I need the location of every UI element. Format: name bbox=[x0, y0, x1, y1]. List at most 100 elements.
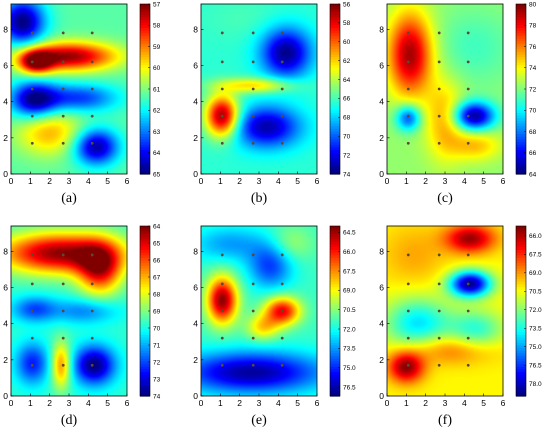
colorbar-tick-label: 67.5 bbox=[529, 252, 542, 259]
colorbar-segment bbox=[140, 292, 150, 296]
colorbar-segment bbox=[330, 96, 340, 101]
colorbar-segment bbox=[140, 49, 150, 53]
colorbar-segment bbox=[516, 107, 526, 111]
colorbar-segment bbox=[140, 239, 150, 243]
colorbar-segment bbox=[330, 144, 340, 149]
colorbar-tick-label: 72 bbox=[153, 359, 161, 366]
colorbar-segment bbox=[140, 166, 150, 170]
x-tick-label: 4 bbox=[276, 398, 281, 408]
colorbar-segment bbox=[516, 326, 526, 331]
colorbar-segment bbox=[330, 247, 340, 251]
sensor-point bbox=[61, 363, 65, 367]
panel-caption: (e) bbox=[251, 413, 267, 428]
y-tick-label: 2 bbox=[379, 355, 384, 365]
x-tick-label: 4 bbox=[462, 398, 467, 408]
colorbar-segment bbox=[330, 38, 340, 42]
x-tick-label: 5 bbox=[105, 398, 110, 408]
colorbar-segment bbox=[516, 142, 526, 146]
colorbar-segment bbox=[516, 112, 526, 117]
x-tick-label: 1 bbox=[28, 398, 33, 408]
colorbar-segment bbox=[516, 120, 526, 125]
sensor-point bbox=[437, 141, 441, 145]
colorbar-tick-label: 57 bbox=[153, 1, 161, 8]
x-tick-label: 1 bbox=[404, 398, 409, 408]
y-tick-label: 0 bbox=[379, 391, 384, 401]
colorbar-segment bbox=[140, 311, 150, 315]
colorbar-tick-label: 65 bbox=[153, 240, 161, 247]
sensor-point bbox=[61, 336, 65, 340]
y-tick-label: 6 bbox=[379, 282, 384, 292]
colorbar-segment bbox=[516, 81, 526, 85]
panel-caption: (c) bbox=[437, 191, 453, 206]
colorbar-segment bbox=[516, 300, 526, 304]
colorbar-tick-label: 75.0 bbox=[343, 365, 356, 372]
colorbar-segment bbox=[140, 273, 150, 278]
colorbar-segment bbox=[516, 166, 526, 170]
sensor-point bbox=[30, 87, 34, 91]
colorbar-segment bbox=[140, 372, 150, 376]
y-tick-label: 8 bbox=[379, 246, 384, 256]
colorbar-segment bbox=[516, 313, 526, 317]
colorbar-tick-label: 76.5 bbox=[343, 384, 356, 391]
y-tick-label: 8 bbox=[193, 24, 198, 34]
colorbar-segment bbox=[140, 281, 150, 286]
heatmap-panel-5: 0 1 2 3 4 5 6 0 2 4 6 8 64.5 66.0 67.5 69.0 70.5 72.0 73.5… bbox=[193, 225, 356, 408]
colorbar-segment bbox=[516, 163, 526, 167]
colorbar-tick-label: 59 bbox=[153, 44, 161, 51]
colorbar-tick-label: 58 bbox=[343, 20, 351, 27]
colorbar-segment bbox=[516, 374, 526, 379]
colorbar-segment bbox=[140, 257, 150, 262]
colorbar-segment bbox=[140, 268, 150, 272]
colorbar-segment bbox=[516, 118, 526, 122]
sensor-point bbox=[280, 336, 284, 340]
colorbar-segment bbox=[516, 9, 526, 13]
colorbar-segment bbox=[330, 30, 340, 34]
sensor-point bbox=[406, 87, 410, 91]
colorbar-segment bbox=[516, 136, 526, 141]
y-tick-label: 0 bbox=[379, 169, 384, 179]
y-tick-label: 4 bbox=[379, 319, 384, 329]
sensor-point bbox=[437, 336, 441, 340]
colorbar-segment bbox=[140, 152, 150, 157]
x-tick-label: 6 bbox=[501, 176, 506, 186]
colorbar-tick-label: 72.0 bbox=[529, 307, 542, 314]
colorbar-segment bbox=[140, 308, 150, 312]
colorbar-segment bbox=[140, 99, 150, 103]
colorbar-tick-label: 70 bbox=[529, 108, 537, 115]
colorbar-segment bbox=[516, 49, 526, 53]
colorbar-segment bbox=[516, 102, 526, 106]
colorbar-segment bbox=[140, 382, 150, 386]
colorbar-segment bbox=[516, 239, 526, 243]
colorbar-segment bbox=[140, 374, 150, 379]
colorbar-segment bbox=[140, 131, 150, 135]
colorbar-segment bbox=[140, 83, 150, 87]
colorbar-segment bbox=[140, 255, 150, 259]
colorbar-segment bbox=[330, 268, 340, 272]
colorbar-segment bbox=[140, 366, 150, 371]
colorbar-segment bbox=[140, 279, 150, 283]
colorbar-segment bbox=[140, 390, 150, 394]
sensor-point bbox=[90, 309, 94, 313]
colorbar-segment bbox=[516, 6, 526, 10]
colorbar-segment bbox=[140, 25, 150, 29]
y-tick-label: 8 bbox=[3, 246, 8, 256]
colorbar-segment bbox=[516, 276, 526, 280]
colorbar-segment bbox=[140, 380, 150, 384]
x-tick-label: 6 bbox=[315, 398, 320, 408]
colorbar-segment bbox=[330, 281, 340, 286]
x-tick-label: 1 bbox=[404, 176, 409, 186]
colorbar-segment bbox=[330, 231, 340, 235]
colorbar-segment bbox=[140, 228, 150, 232]
colorbar-segment bbox=[516, 271, 526, 275]
colorbar-segment bbox=[516, 255, 526, 259]
y-tick-label: 0 bbox=[3, 391, 8, 401]
heatmap-image bbox=[201, 226, 317, 396]
colorbar-segment bbox=[330, 81, 340, 85]
sensor-point bbox=[406, 60, 410, 64]
sensor-point bbox=[466, 114, 470, 118]
x-tick-label: 0 bbox=[9, 398, 14, 408]
sensor-point bbox=[466, 31, 470, 35]
colorbar-tick-label: 78.0 bbox=[529, 381, 542, 388]
sensor-point bbox=[220, 309, 224, 313]
colorbar-tick-label: 70 bbox=[153, 325, 161, 332]
